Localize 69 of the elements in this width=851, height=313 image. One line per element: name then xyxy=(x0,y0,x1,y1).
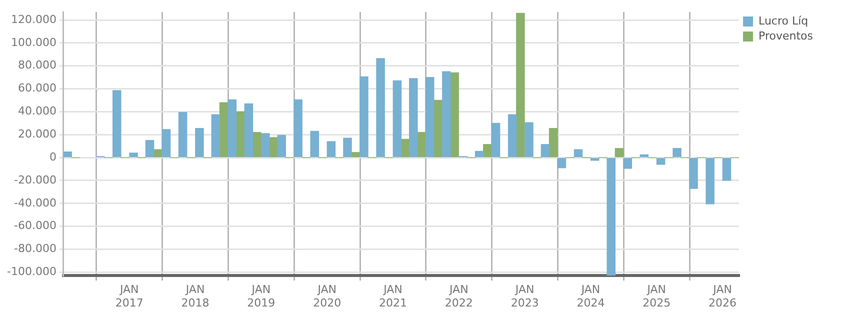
x-tick-label: JAN 2018 xyxy=(181,283,210,310)
bar xyxy=(236,111,245,158)
bar xyxy=(689,158,698,189)
bar xyxy=(145,140,154,158)
bar xyxy=(244,103,254,158)
y-tick-label: 20.000 xyxy=(18,127,56,140)
y-tick-label: 0 xyxy=(49,150,56,164)
bar xyxy=(252,132,262,158)
bar xyxy=(392,80,402,158)
bar xyxy=(63,151,72,158)
bar xyxy=(228,99,237,158)
bar xyxy=(178,112,188,158)
y-tick-label: -100.000 xyxy=(6,265,56,278)
bar xyxy=(557,158,566,168)
bar xyxy=(614,148,624,158)
bar xyxy=(129,152,138,158)
x-tick-label: JAN 2019 xyxy=(247,283,276,310)
bar xyxy=(483,144,492,158)
x-tick-label: JAN 2024 xyxy=(576,283,605,310)
bar xyxy=(508,114,517,158)
bar xyxy=(326,141,336,158)
bar xyxy=(409,78,418,158)
y-tick-label: -20.000 xyxy=(14,173,56,186)
bar xyxy=(343,138,352,158)
bar xyxy=(277,134,286,158)
x-tick-label: JAN 2022 xyxy=(444,283,473,310)
bar xyxy=(548,128,558,158)
y-tick-label: 40.000 xyxy=(18,104,56,118)
x-tick-label: JAN 2020 xyxy=(313,283,342,310)
bar xyxy=(260,133,270,158)
x-tick-label: JAN 2017 xyxy=(115,283,144,310)
y-tick-label: 80.000 xyxy=(18,58,56,72)
bar xyxy=(376,58,385,158)
bar xyxy=(540,144,550,158)
bar xyxy=(211,114,220,158)
bar xyxy=(442,71,451,158)
bar xyxy=(310,130,319,158)
bar xyxy=(360,76,368,158)
bar xyxy=(606,158,616,276)
bar xyxy=(450,72,459,158)
x-tick-label: JAN 2023 xyxy=(510,283,539,310)
x-tick-label: JAN 2025 xyxy=(642,283,671,310)
y-tick-label: 120.000 xyxy=(10,12,56,26)
legend-label: Proventos xyxy=(758,29,814,42)
bar xyxy=(474,150,484,158)
x-tick-label: JAN 2021 xyxy=(379,283,408,310)
bar xyxy=(112,90,122,158)
bar xyxy=(524,122,534,158)
bar xyxy=(153,149,162,158)
bar xyxy=(162,129,171,158)
legend-label: Lucro Líq xyxy=(758,14,808,28)
bar xyxy=(425,76,434,158)
bar xyxy=(195,128,204,158)
y-tick-label: -80.000 xyxy=(14,242,56,256)
bar xyxy=(672,148,682,158)
x-tick-label: JAN 2026 xyxy=(708,283,737,310)
bar xyxy=(656,158,666,165)
bar xyxy=(722,158,732,181)
y-tick-label: -60.000 xyxy=(14,219,56,232)
bar xyxy=(623,158,632,169)
y-tick-label: 100.000 xyxy=(10,36,56,49)
bar xyxy=(516,12,525,158)
bar xyxy=(294,99,302,158)
bar xyxy=(574,149,583,158)
y-tick-label: 60.000 xyxy=(18,82,56,95)
bar xyxy=(706,158,714,204)
bar xyxy=(491,122,500,158)
bar xyxy=(219,102,228,158)
y-tick-label: -40.000 xyxy=(14,196,56,210)
